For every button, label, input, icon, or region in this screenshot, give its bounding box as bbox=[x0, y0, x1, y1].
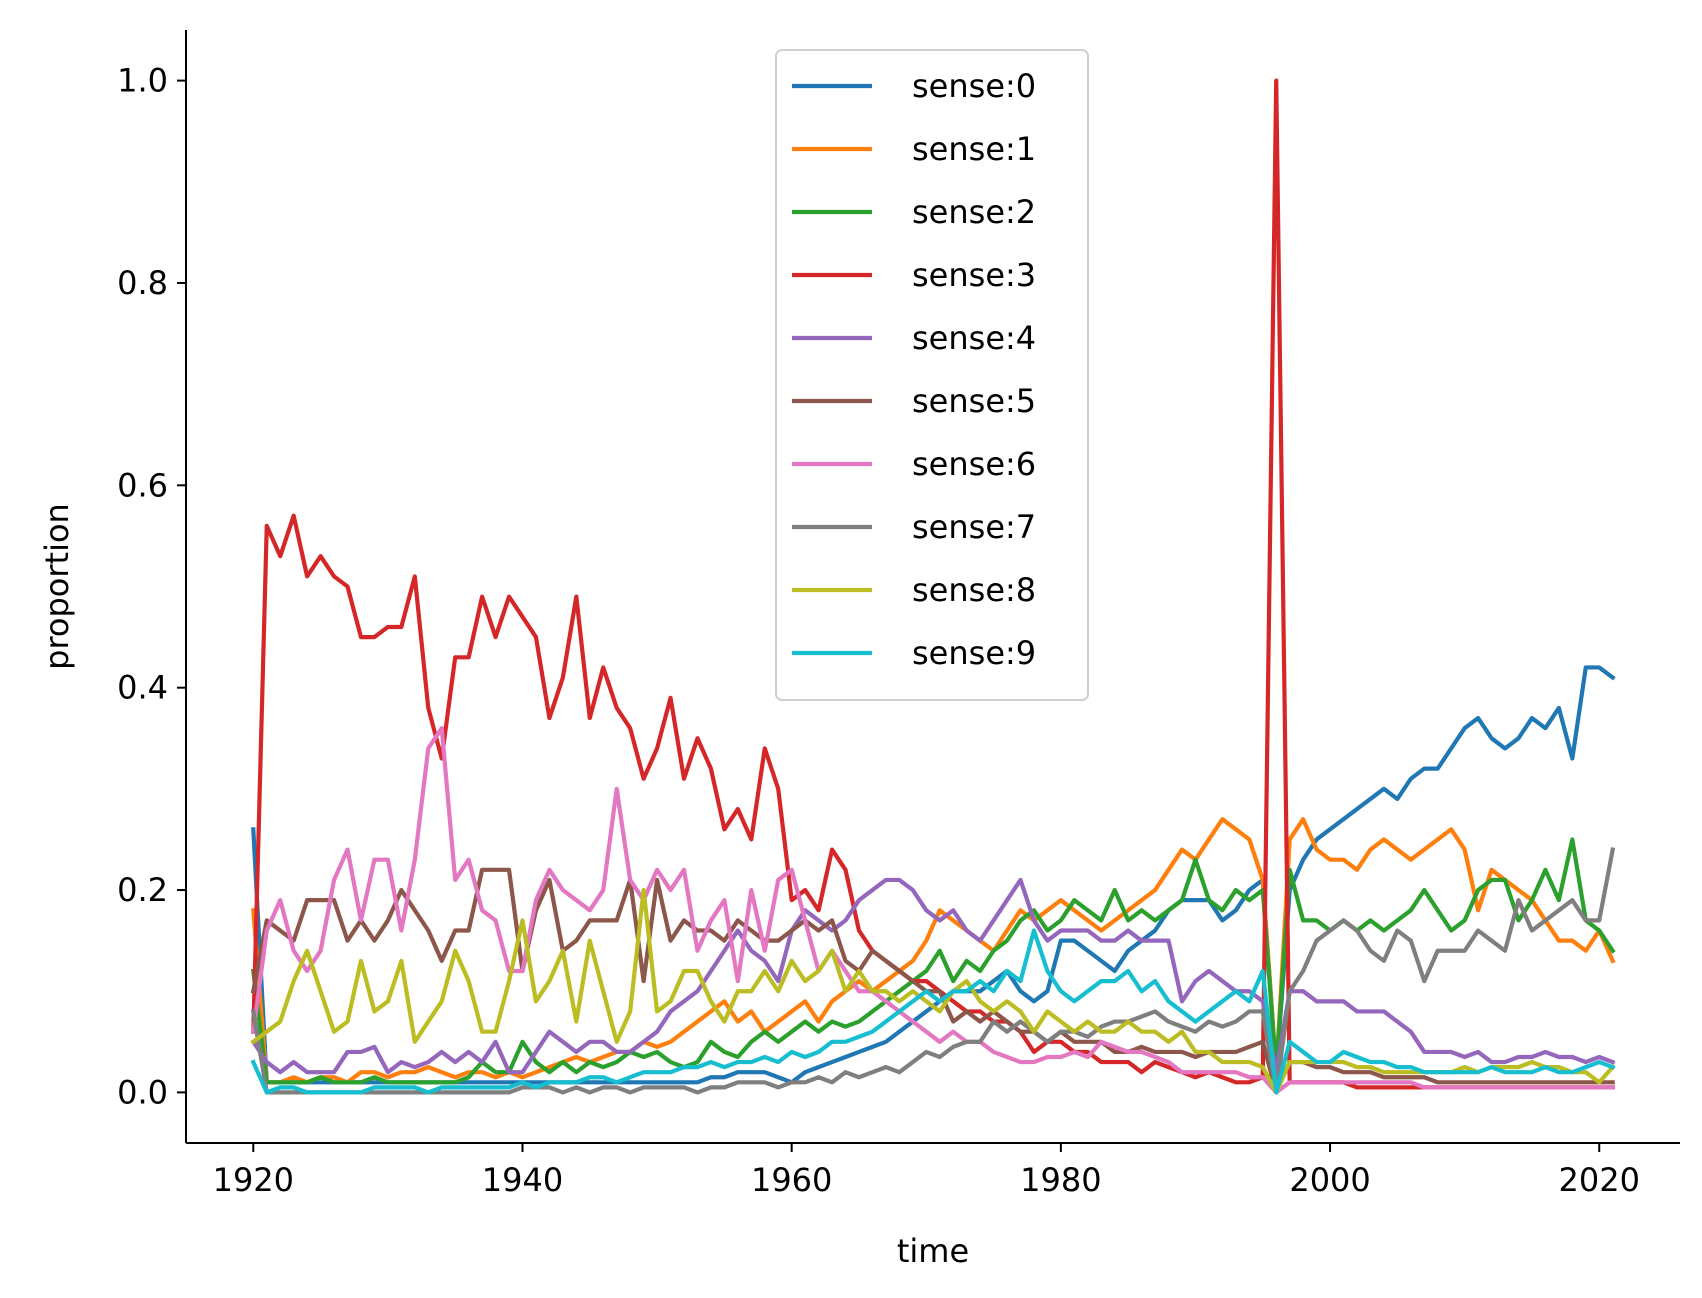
x-tick-label: 1960 bbox=[751, 1161, 832, 1199]
y-tick-label: 0.8 bbox=[117, 264, 168, 302]
legend-label: sense:7 bbox=[912, 508, 1036, 546]
x-tick-label: 1940 bbox=[482, 1161, 563, 1199]
legend-label: sense:1 bbox=[912, 130, 1036, 168]
y-tick-label: 0.2 bbox=[117, 871, 168, 909]
y-tick-label: 0.0 bbox=[117, 1073, 168, 1111]
series-line-6 bbox=[250, 726, 1615, 1095]
y-tick-label: 1.0 bbox=[117, 62, 168, 100]
series-layer bbox=[250, 78, 1616, 1095]
x-tick-label: 1920 bbox=[213, 1161, 294, 1199]
series-line-8 bbox=[250, 887, 1616, 1095]
legend-label: sense:5 bbox=[912, 382, 1036, 420]
series-line-5 bbox=[250, 867, 1615, 1095]
legend-label: sense:3 bbox=[912, 256, 1036, 294]
legend-label: sense:9 bbox=[912, 634, 1036, 672]
legend: sense:0 sense:1 sense:2 sense:3 sense:4 sense… bbox=[775, 49, 1089, 701]
series-line-3 bbox=[251, 78, 1615, 1090]
legend-label: sense:4 bbox=[912, 319, 1036, 357]
x-axis-label: time bbox=[897, 1232, 969, 1270]
x-tick-label: 2020 bbox=[1559, 1161, 1640, 1199]
series-line-4 bbox=[250, 877, 1616, 1075]
legend-label: sense:6 bbox=[912, 445, 1036, 483]
legend-label: sense:0 bbox=[912, 67, 1036, 105]
y-tick-label: 0.6 bbox=[117, 466, 168, 504]
series-line-2 bbox=[250, 837, 1616, 1085]
axes-layer: 1920 1940 1960 1980 2000 2020 0.0 0.2 0.4 0.6 0.8 1… bbox=[117, 30, 1680, 1199]
y-axis-label: proportion bbox=[38, 503, 76, 670]
x-tick-label: 1980 bbox=[1020, 1161, 1101, 1199]
legend-label: sense:2 bbox=[912, 193, 1036, 231]
series-line-9 bbox=[250, 928, 1616, 1095]
series-line-1 bbox=[251, 817, 1616, 1085]
x-tick-label: 2000 bbox=[1289, 1161, 1370, 1199]
legend-label: sense:8 bbox=[912, 571, 1036, 609]
y-tick-label: 0.4 bbox=[117, 669, 168, 707]
series-line-7 bbox=[250, 847, 1616, 1095]
